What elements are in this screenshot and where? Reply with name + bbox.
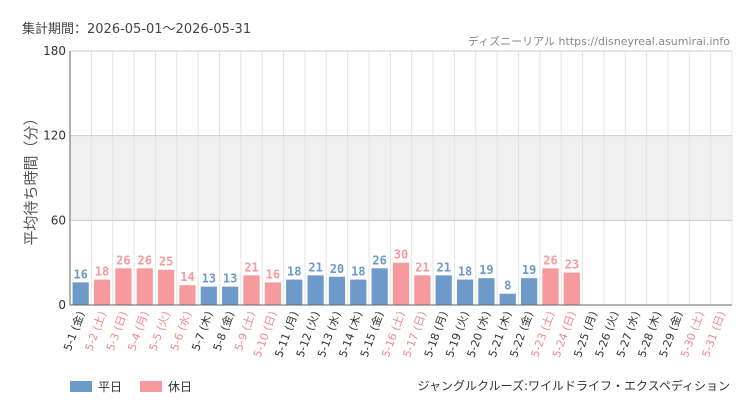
bar bbox=[115, 268, 132, 305]
bar bbox=[350, 279, 367, 305]
y-tick-label: 120 bbox=[43, 129, 66, 143]
legend: 平日 休日 bbox=[70, 378, 192, 395]
value-label: 25 bbox=[159, 255, 173, 269]
value-label: 21 bbox=[308, 260, 322, 274]
value-label: 26 bbox=[138, 253, 152, 267]
bar bbox=[222, 286, 239, 305]
bar bbox=[392, 262, 410, 305]
y-tick-label: 60 bbox=[51, 213, 66, 227]
value-label: 18 bbox=[351, 265, 365, 279]
value-label: 26 bbox=[116, 253, 130, 267]
value-label: 21 bbox=[415, 260, 429, 274]
value-label: 30 bbox=[394, 248, 408, 262]
source-label: ディズニーリアル https://disneyreal.asumirai.inf… bbox=[467, 35, 730, 48]
value-label: 13 bbox=[202, 272, 216, 286]
bar bbox=[499, 293, 516, 305]
value-label: 23 bbox=[565, 258, 579, 272]
bar bbox=[371, 268, 388, 305]
bar bbox=[179, 285, 196, 305]
legend-item-holiday: 休日 bbox=[140, 378, 192, 395]
value-label: 8 bbox=[504, 279, 511, 293]
bar bbox=[521, 278, 538, 305]
value-label: 21 bbox=[436, 260, 450, 274]
bar bbox=[72, 282, 89, 305]
bar bbox=[264, 282, 281, 305]
value-label: 18 bbox=[458, 265, 472, 279]
legend-weekday-label: 平日 bbox=[98, 380, 123, 394]
bar bbox=[307, 275, 324, 305]
bar bbox=[200, 286, 217, 305]
attraction-name: ジャングルクルーズ:ワイルドライフ・エクスペディション bbox=[417, 379, 730, 393]
value-label: 26 bbox=[372, 253, 386, 267]
value-label: 26 bbox=[543, 253, 557, 267]
y-tick-label: 180 bbox=[43, 44, 66, 58]
bar bbox=[157, 269, 175, 305]
bar bbox=[136, 268, 153, 305]
bar bbox=[243, 275, 260, 305]
bar bbox=[456, 279, 474, 305]
value-label: 20 bbox=[330, 262, 344, 276]
holiday-swatch bbox=[140, 381, 163, 392]
y-tick-label: 0 bbox=[58, 298, 66, 312]
value-label: 21 bbox=[244, 260, 258, 274]
y-axis-label: 平均待ち時間（分） bbox=[22, 110, 40, 245]
weekday-swatch bbox=[70, 381, 92, 392]
period-label: 集計期間：2026-05-01～2026-05-31 bbox=[22, 22, 252, 37]
shaded-band bbox=[70, 135, 732, 221]
value-label: 18 bbox=[287, 265, 301, 279]
bar bbox=[328, 276, 346, 305]
value-label: 14 bbox=[180, 270, 194, 284]
legend-item-weekday: 平日 bbox=[70, 378, 122, 395]
bar bbox=[435, 275, 452, 305]
value-label: 18 bbox=[95, 265, 109, 279]
bar bbox=[93, 279, 111, 305]
legend-holiday-label: 休日 bbox=[168, 380, 193, 394]
value-label: 16 bbox=[73, 267, 87, 281]
bar bbox=[414, 275, 431, 305]
bar bbox=[478, 278, 495, 305]
bar bbox=[563, 272, 580, 305]
value-label: 19 bbox=[479, 263, 493, 277]
value-label: 19 bbox=[522, 263, 536, 277]
bar bbox=[542, 268, 559, 305]
value-label: 16 bbox=[266, 267, 280, 281]
bar bbox=[286, 279, 303, 305]
value-label: 13 bbox=[223, 272, 237, 286]
